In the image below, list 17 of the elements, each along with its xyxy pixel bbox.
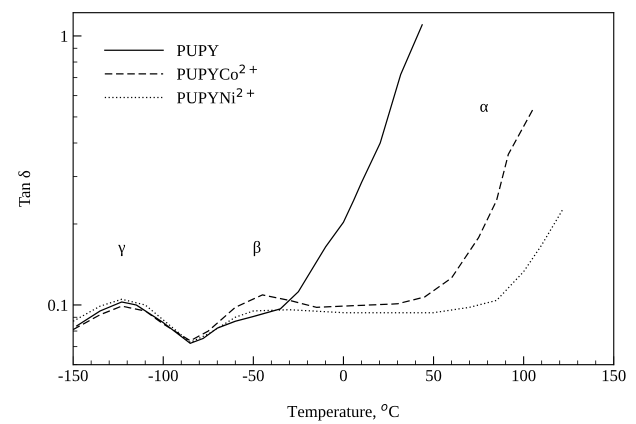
x-tick-label: 150	[602, 370, 626, 382]
legend-label: PUPY	[176, 45, 219, 56]
x-tick-label: 50	[426, 370, 442, 382]
y-axis-title: Tan δ	[18, 170, 30, 207]
y-tick-label: 0.1	[48, 300, 68, 311]
x-tick-label: 100	[512, 370, 536, 382]
annotation: α	[480, 104, 488, 112]
x-tick-label: -50	[242, 370, 264, 382]
annotation: β	[254, 240, 260, 256]
legend-label: PUPYCo$^{2+}$	[176, 64, 257, 80]
legend-label: PUPYNi$^{2+}$	[176, 88, 254, 104]
x-tick-label: 0	[340, 370, 347, 382]
x-axis-title: Temperature, $^{o}$C	[287, 404, 399, 421]
x-tick-label: -100	[148, 370, 178, 382]
x-tick-label: -150	[58, 370, 88, 382]
annotation: γ	[118, 244, 126, 256]
y-tick-label: 1	[61, 30, 68, 42]
